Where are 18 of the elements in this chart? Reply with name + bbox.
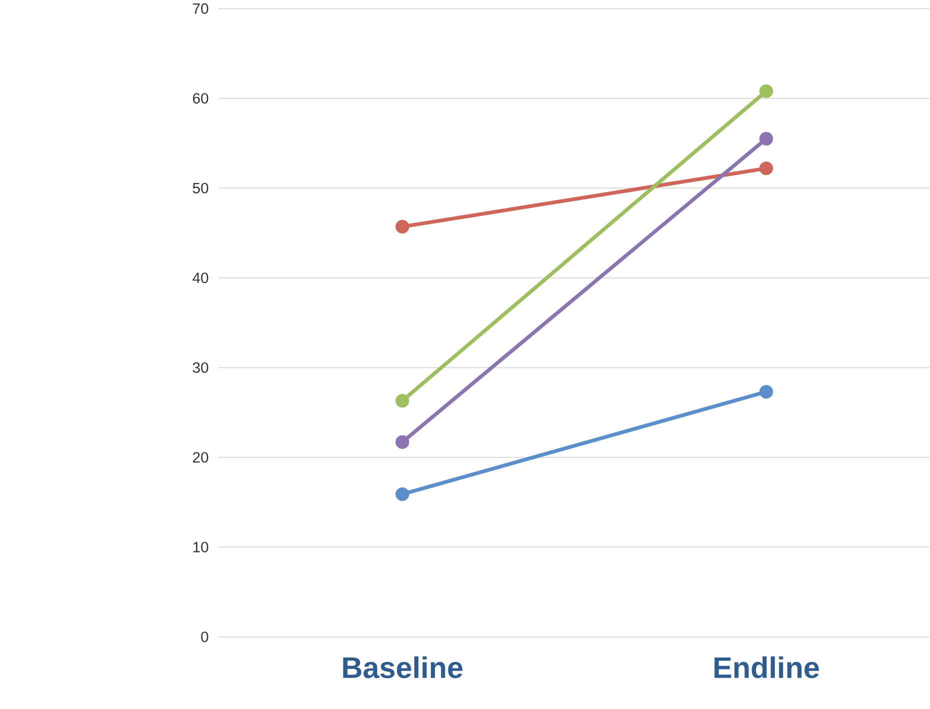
y-tick-label: 30 (192, 362, 208, 374)
y-tick-label: 40 (192, 272, 208, 284)
point (396, 220, 410, 234)
y-tick-label: 0 (201, 632, 208, 642)
y-tick-label: 60 (193, 93, 208, 104)
point (396, 435, 410, 450)
y-tick-label: 50 (192, 182, 208, 194)
point (396, 394, 410, 408)
x-tick-label: Endline (714, 656, 819, 678)
point (759, 84, 774, 98)
y-tick-label: 10 (193, 542, 208, 553)
point (759, 132, 774, 146)
point (396, 487, 410, 502)
point (759, 162, 774, 176)
y-tick-label: 20 (193, 452, 208, 463)
y-tick-label: 70 (193, 3, 208, 14)
x-tick-label: Baseline (343, 656, 462, 678)
point (759, 385, 774, 399)
